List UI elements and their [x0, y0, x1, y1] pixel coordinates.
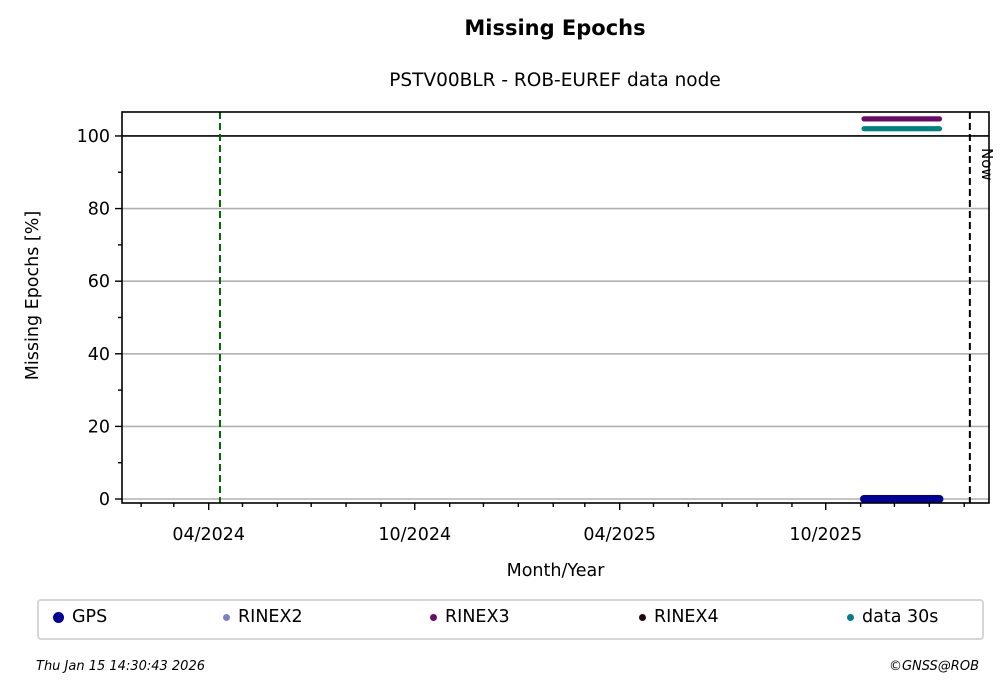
legend: GPS RINEX2 RINEX3 RINEX4 data 30s [37, 599, 984, 640]
legend-item: data 30s [847, 607, 938, 627]
legend-marker-icon [53, 611, 64, 623]
legend-item: GPS [53, 607, 107, 627]
x-tick-label: 04/2025 [583, 525, 656, 545]
legend-marker-icon [430, 613, 437, 621]
y-tick-label: 20 [88, 417, 110, 437]
legend-label: GPS [72, 607, 108, 627]
chart-title: Missing Epochs [464, 16, 646, 40]
legend-item: RINEX4 [639, 607, 719, 627]
data-point-data-30s [936, 126, 943, 132]
legend-item: RINEX3 [430, 607, 510, 627]
legend-label: RINEX4 [654, 607, 719, 627]
x-tick-label: 04/2024 [172, 525, 245, 545]
legend-marker-icon [223, 613, 230, 621]
legend-item: RINEX2 [223, 607, 303, 627]
chart-subtitle: PSTV00BLR - ROB-EUREF data node [389, 70, 721, 91]
legend-label: RINEX3 [445, 607, 510, 627]
y-tick-label: 60 [88, 272, 110, 292]
data-point-gps [935, 495, 944, 504]
x-axis-label: Month/Year [507, 561, 606, 581]
legend-marker-icon [847, 613, 854, 621]
axes-frame [121, 111, 990, 504]
timestamp: Thu Jan 15 14:30:43 2026 [36, 659, 205, 674]
x-tick-label: 10/2024 [378, 525, 451, 545]
y-tick-label: 0 [99, 490, 110, 510]
now-label: Now [978, 148, 996, 181]
legend-label: RINEX2 [238, 607, 303, 627]
y-tick-label: 80 [88, 200, 110, 220]
y-tick-label: 40 [88, 345, 110, 365]
legend-marker-icon [639, 613, 646, 621]
x-tick-label: 10/2025 [789, 525, 862, 545]
y-axis-label: Missing Epochs [%] [23, 211, 43, 380]
y-tick-label: 100 [77, 127, 110, 147]
copyright: ©GNSS@ROB [888, 659, 979, 674]
data-point-rinex3 [936, 116, 943, 122]
legend-label: data 30s [862, 607, 939, 627]
